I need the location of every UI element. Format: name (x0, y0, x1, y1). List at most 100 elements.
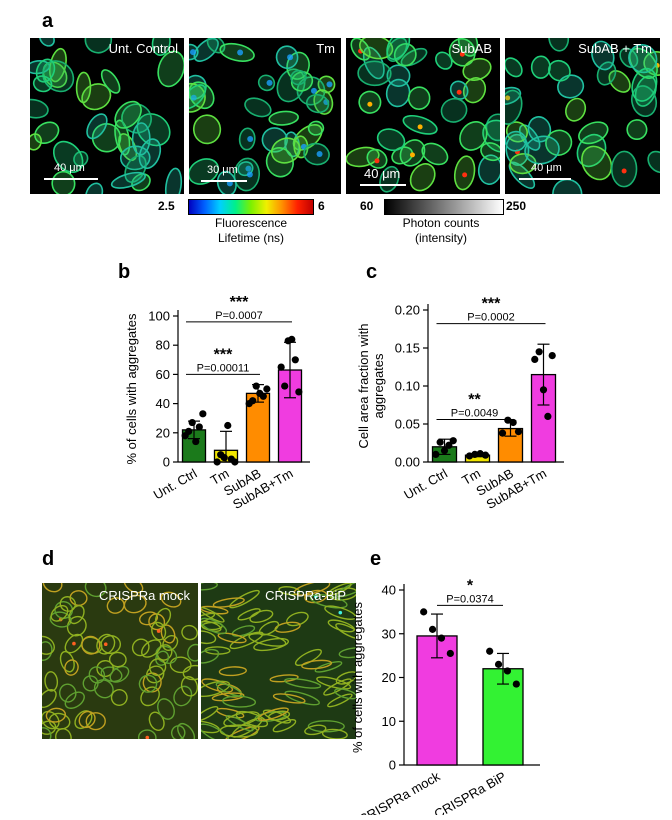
cell-shape (505, 89, 523, 125)
tissue-cell (42, 720, 57, 735)
cell-spot (245, 165, 252, 172)
cell-shape (164, 167, 183, 194)
tissue-cell (229, 589, 260, 609)
cell-shape (193, 38, 219, 62)
tissue-cell (42, 583, 63, 593)
tissue-cell (217, 632, 247, 644)
tissue-spot (145, 735, 150, 739)
cell-spot (246, 171, 253, 178)
cell-shape (596, 61, 617, 86)
tissue-cell (223, 711, 260, 728)
significance-stars: *** (230, 294, 249, 311)
tissue-cell (324, 605, 356, 620)
tissue-cell (201, 648, 220, 664)
cell-shape (524, 135, 560, 165)
cell-shape (110, 171, 146, 189)
cell-shape (42, 60, 75, 93)
cell-shape (462, 57, 492, 81)
cell-shape (307, 120, 325, 136)
tissue-cell (201, 630, 217, 645)
micro-image-subab-tm: SubAB + Tm 40 μm (505, 38, 660, 194)
data-point (494, 660, 503, 668)
cell-shape (581, 145, 613, 181)
tissue-cell (307, 720, 345, 733)
cell-shape (268, 110, 299, 126)
data-point (512, 680, 520, 688)
tissue-cell (148, 613, 166, 631)
cell-shape (386, 38, 411, 60)
data-point (486, 647, 494, 655)
tissue-cell (49, 611, 72, 628)
data-point (514, 428, 523, 436)
tissue-cell (335, 671, 356, 685)
data-point (420, 608, 428, 616)
lifetime-bar-title: Fluorescence Lifetime (ns) (188, 216, 314, 246)
tissue-cell (88, 666, 106, 684)
cell-spot (326, 81, 333, 88)
cell-shape (505, 130, 527, 152)
lifetime-title-line2: Lifetime (ns) (217, 231, 285, 245)
tissue-cell (82, 675, 99, 692)
scale-bar-label: 40 μm (364, 166, 401, 181)
micro-label: CRISPRa mock (98, 588, 190, 603)
data-point (498, 429, 507, 437)
cell-shape (359, 38, 394, 60)
tissue-cell (48, 712, 71, 730)
tissue-cell (155, 650, 170, 666)
data-point (445, 441, 453, 449)
cell-shape (477, 154, 500, 185)
cell-shape (357, 60, 392, 87)
data-point (509, 418, 517, 427)
tissue-cell (42, 727, 52, 739)
tissue-cell (301, 659, 333, 670)
cell-shape (270, 137, 301, 164)
chart-e: e 0 10 20 30 40 % of cells with aggregates CRIS… (350, 548, 540, 815)
lifetime-colorbar (188, 199, 314, 215)
cell-shape (303, 142, 330, 166)
data-point (192, 437, 200, 446)
tissue-cell (336, 583, 356, 598)
tissue-cell (138, 674, 158, 693)
p-value-label: P=0.00011 (197, 362, 250, 374)
tissue-cell (110, 689, 128, 707)
aggregate-spot (409, 152, 415, 158)
tissue-cell (44, 671, 59, 692)
micro-label: Tm (316, 41, 335, 56)
cell-spot (287, 54, 294, 61)
cell-shape (39, 38, 55, 47)
tissue-cell (272, 693, 306, 704)
scale-bar (44, 178, 98, 180)
data-point (277, 363, 285, 371)
tissue-cell (123, 583, 144, 594)
y-tick-label: 40 (156, 396, 170, 411)
tissue-cell (100, 635, 122, 654)
cell-shape (527, 116, 552, 143)
tissue-cell (237, 608, 261, 621)
p-value-label: P=0.0049 (451, 407, 498, 419)
tissue-cell (180, 676, 198, 697)
scale-bar (360, 184, 406, 186)
micro-image-crispra-bip: CRISPRa-BiP (201, 583, 356, 739)
cell-shape (189, 43, 199, 61)
y-tick-label: 0.00 (395, 455, 420, 470)
panel-b-letter: b (118, 261, 130, 283)
tissue-cell (149, 658, 167, 677)
tissue-cell (157, 698, 175, 720)
tissue-cell (84, 583, 107, 598)
x-tick-label: CRISPRa mock (356, 768, 443, 815)
cell-shape (548, 38, 570, 52)
tissue-cell (85, 712, 106, 731)
data-point (252, 382, 260, 390)
tissue-cell (162, 634, 179, 651)
cell-shape (480, 142, 500, 162)
scale-bar-label: 40 μm (531, 162, 562, 174)
tissue-cell (224, 725, 260, 739)
tissue-cell (335, 623, 356, 640)
cell-shape (121, 103, 152, 134)
intensity-title-line2: (intensity) (414, 231, 467, 245)
micro-label: Unt. Control (108, 41, 178, 56)
tissue-cell (50, 604, 69, 622)
aggregate-spot (505, 95, 511, 101)
tissue-cell (248, 632, 287, 647)
cell-spot (316, 151, 323, 158)
